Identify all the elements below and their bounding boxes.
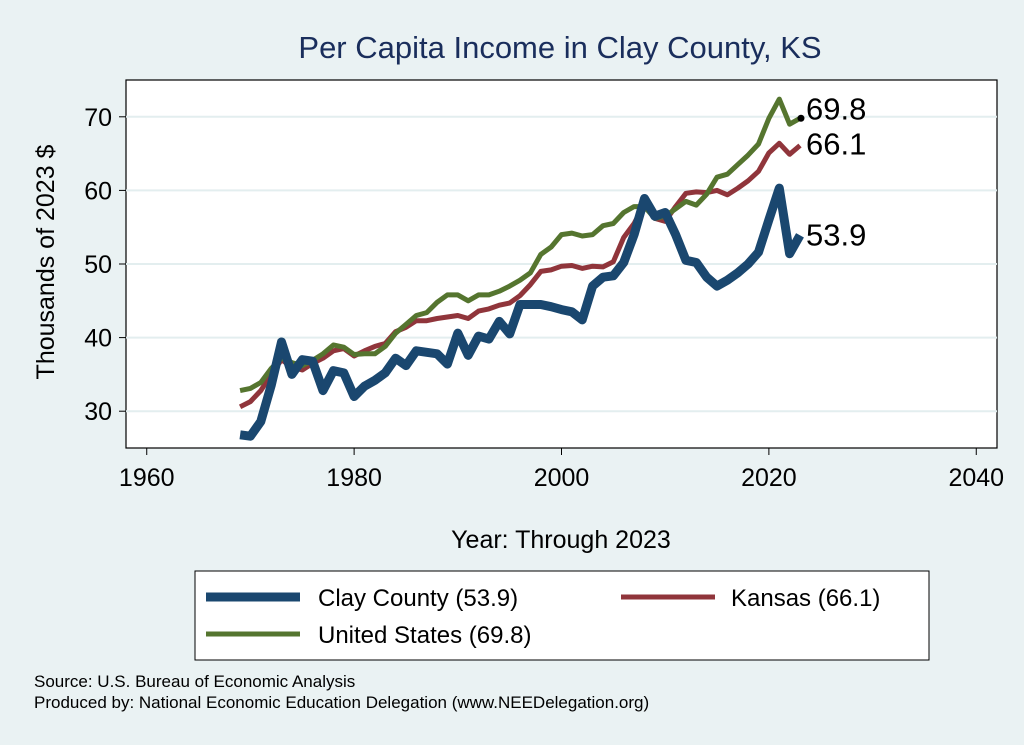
y-axis-title: Thousands of 2023 $ <box>32 144 60 379</box>
x-tick-label: 2020 <box>741 464 797 492</box>
end-labels: 53.9 66.169.8 <box>797 91 866 252</box>
source-note: Source: U.S. Bureau of Economic Analysis <box>34 672 355 691</box>
legend-label-clay-county: Clay County (53.9) <box>318 585 518 612</box>
x-axis-title: Year: Through 2023 <box>451 526 671 554</box>
series-line-united-states <box>239 96 802 394</box>
x-tick-label: 2040 <box>948 464 1004 492</box>
series <box>238 96 804 441</box>
x-tick-label: 1980 <box>326 464 382 492</box>
produced-by-note: Produced by: National Economic Education… <box>34 693 649 712</box>
legend-label-kansas: Kansas (66.1) <box>731 585 880 612</box>
y-tick-label: 40 <box>84 325 112 353</box>
y-tick-label: 60 <box>84 177 112 205</box>
y-tick-label: 30 <box>84 398 112 426</box>
end-label-clay-county: 53.9 <box>806 217 866 252</box>
legend-label-united-states: United States (69.8) <box>318 622 531 649</box>
end-label-kansas: 66.1 <box>806 127 866 162</box>
end-label-united-states: 69.8 <box>806 91 866 126</box>
legend-box <box>194 570 930 661</box>
y-tick-label: 50 <box>84 251 112 279</box>
end-point-marker <box>797 114 805 122</box>
chart-title: Per Capita Income in Clay County, KS <box>298 30 821 65</box>
y-axis: 30 40 50 60 70 <box>84 104 126 426</box>
x-axis: 1960 1980 2000 2020 2040 <box>119 448 1004 492</box>
y-tick-label: 70 <box>84 104 112 132</box>
x-tick-label: 2000 <box>534 464 590 492</box>
series-line-clay-county <box>239 183 804 441</box>
gridlines <box>126 115 997 413</box>
x-tick-label: 1960 <box>119 464 175 492</box>
